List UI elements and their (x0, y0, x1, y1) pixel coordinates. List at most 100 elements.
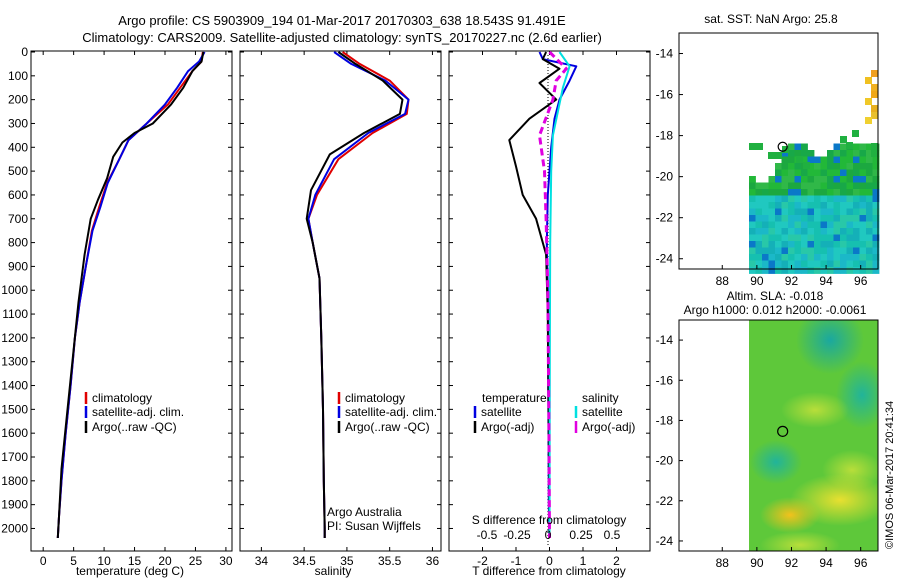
x-tick-label: 15 (128, 554, 142, 568)
sst-cell (781, 241, 789, 248)
y-tick-label: 900 (8, 259, 28, 273)
sst-cell (788, 156, 795, 164)
sst-cell (840, 267, 847, 274)
x-tick-label: 0 (546, 554, 553, 568)
sst-cell (814, 182, 821, 190)
sst-cell (788, 163, 795, 170)
sst-cell (846, 150, 854, 157)
sst-cell (871, 143, 878, 150)
y-tick-label: 1100 (2, 307, 28, 321)
sst-cell (762, 189, 769, 196)
sst-cell (853, 195, 860, 203)
x-tick-label: 34 (255, 554, 269, 568)
legend-header-salinity: salinity (582, 391, 619, 405)
y-tick-label: 1400 (1, 379, 28, 393)
sst-cell-warm (871, 91, 878, 98)
sst-cell (840, 241, 847, 248)
sst-cell (794, 189, 802, 196)
sst-cell (794, 267, 802, 274)
salinity-panel: 34 34.5 35 35.5 36 salinity climatology sate… (239, 50, 442, 578)
sst-cell (762, 195, 769, 203)
sst-cell (762, 260, 769, 268)
sst-cell (853, 221, 860, 229)
s-tick-label: -0.25 (503, 528, 531, 542)
salinity-xlabel: salinity (315, 564, 352, 578)
sst-cell (762, 228, 769, 235)
sst-cell (801, 228, 808, 235)
argo-position-marker (777, 141, 788, 152)
sst-cell (755, 267, 763, 274)
sst-cell (768, 234, 776, 242)
y-tick-label: 800 (8, 236, 28, 250)
sst-cell (794, 234, 802, 242)
sst-cell (827, 260, 834, 268)
sst-cell (872, 195, 880, 203)
sst-cell (762, 182, 769, 190)
sst-cell (840, 254, 847, 261)
sst-cell (788, 182, 795, 190)
sst-cell (801, 247, 808, 255)
sst-cell (794, 208, 802, 216)
sst-cell (749, 202, 756, 209)
sst-cell (755, 254, 763, 261)
difference-legend: temperature salinity satellite Argo(-adj… (473, 391, 635, 434)
sst-cell (840, 247, 847, 255)
sst-cell (872, 254, 880, 261)
sst-cell (820, 202, 828, 209)
sst-cell (801, 260, 808, 268)
sst-cell (827, 221, 834, 229)
sst-cell (768, 176, 776, 183)
credit-pi: PI: Susan Wijffels (327, 519, 421, 533)
sst-cell (768, 208, 776, 216)
sst-cell (794, 260, 802, 268)
map-x-tick-label: 96 (854, 274, 868, 288)
sst-cell (866, 254, 873, 261)
sst-cell (762, 234, 769, 242)
sst-cell (814, 267, 821, 274)
sst-cell (833, 163, 841, 170)
sst-cell (872, 241, 880, 248)
x-tick-label: 34.5 (292, 554, 316, 568)
sst-cell (853, 189, 860, 196)
sst-cell (859, 195, 867, 203)
x-tick-label: 5 (70, 554, 77, 568)
sst-cell (820, 247, 828, 255)
sst-cell (788, 247, 795, 255)
x-tick-label: 25 (189, 554, 203, 568)
sst-cell (846, 254, 854, 261)
sst-cell (820, 195, 828, 203)
sst-cell (781, 156, 789, 164)
sst-cell (840, 189, 847, 196)
sst-cell (872, 234, 880, 242)
sst-cell (781, 195, 789, 203)
sst-cell (820, 228, 828, 235)
sst-cell (859, 169, 867, 177)
sst-cell (853, 202, 860, 209)
sst-cell (833, 176, 841, 183)
sst-cell (853, 228, 860, 235)
sst-cell (846, 142, 853, 149)
sst-cell (872, 267, 880, 274)
map-x-tick-label: 96 (854, 556, 868, 570)
sst-cell (803, 162, 810, 169)
sst-cell (768, 195, 776, 203)
sst-cell (749, 247, 756, 255)
sst-cell (796, 156, 803, 163)
sst-cell (853, 241, 860, 248)
sst-cell (833, 247, 841, 255)
sst-cell (807, 163, 815, 170)
sst-cell (872, 221, 880, 229)
y-tick-label: 0 (21, 45, 28, 59)
sst-cell-warm (871, 70, 878, 77)
sst-cell (756, 143, 763, 150)
sst-cell (827, 182, 834, 190)
sst-cell (749, 234, 756, 242)
sst-cell (768, 189, 776, 196)
map-x-tick-label: 88 (716, 556, 730, 570)
salinity-legend: climatology satellite-adj. clim. Argo(..… (337, 391, 437, 434)
sst-cell (801, 195, 808, 203)
sst-cell (801, 189, 808, 196)
sst-cell (788, 176, 795, 183)
sst-cell (762, 247, 769, 255)
